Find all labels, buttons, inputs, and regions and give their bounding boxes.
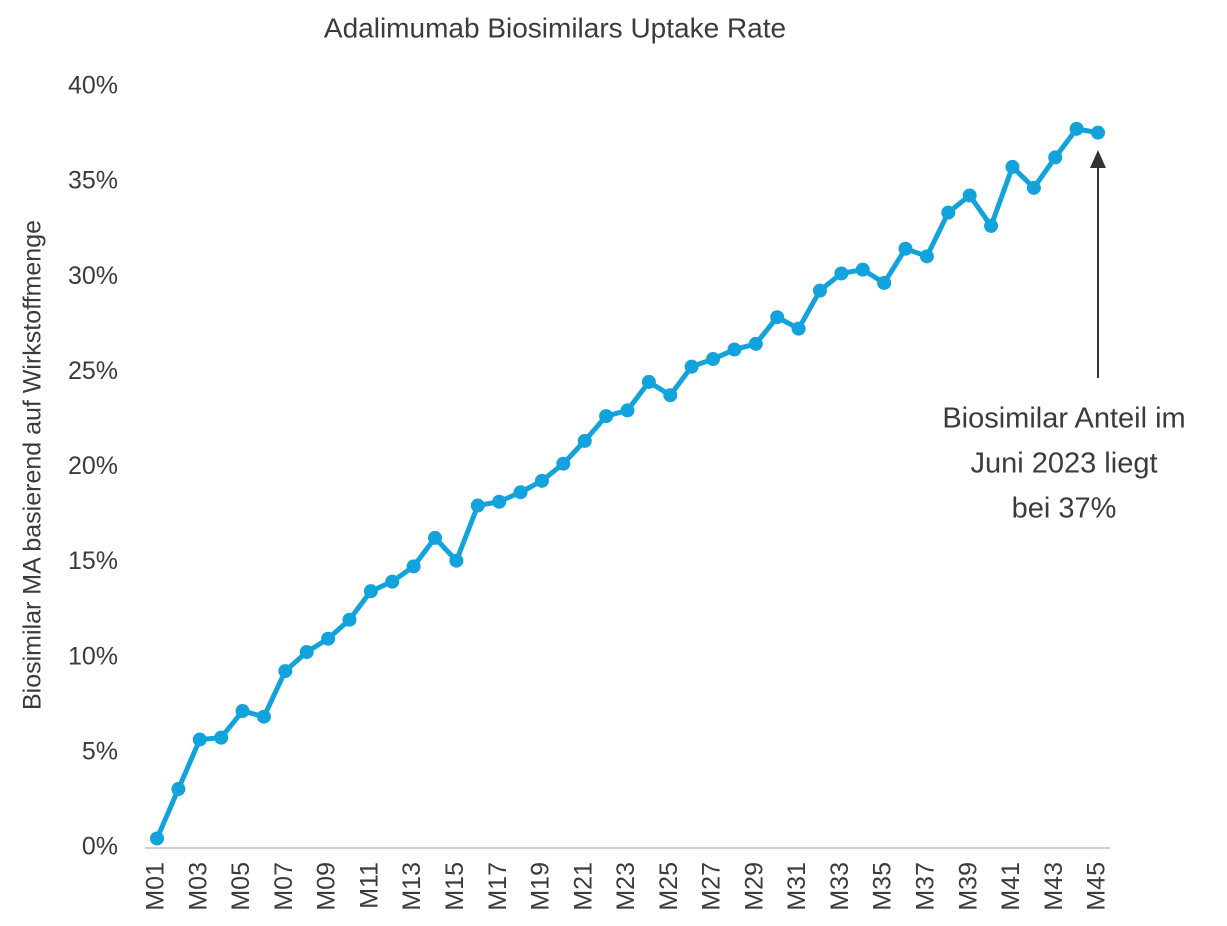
x-tick-label: M23 <box>612 862 640 911</box>
y-tick-label: 0% <box>82 833 118 861</box>
data-point <box>406 559 421 574</box>
data-point <box>599 409 614 424</box>
x-tick-label: M15 <box>441 862 469 911</box>
data-point <box>342 612 357 627</box>
x-tick-label: M41 <box>997 862 1025 911</box>
data-point <box>962 188 977 203</box>
data-point <box>428 530 443 545</box>
data-point <box>1005 159 1020 174</box>
annotation-text: bei 37% <box>1012 493 1117 525</box>
x-tick-label: M01 <box>142 862 170 911</box>
x-tick-label: M07 <box>270 862 298 911</box>
y-tick-label: 15% <box>68 547 118 575</box>
data-point <box>941 205 956 220</box>
annotation-text: Biosimilar Anteil im <box>942 403 1185 435</box>
data-point <box>214 730 229 745</box>
data-line <box>154 126 1099 840</box>
data-point <box>663 388 678 403</box>
x-tick-label: M33 <box>826 862 854 911</box>
data-point <box>171 782 186 797</box>
x-tick-label: M27 <box>698 862 726 911</box>
x-tick-label: M11 <box>355 862 383 909</box>
data-point <box>727 342 742 357</box>
data-point <box>150 831 164 846</box>
x-tick-label: M39 <box>954 862 982 911</box>
data-point <box>192 732 207 747</box>
data-point <box>321 631 336 646</box>
data-point <box>791 321 806 336</box>
x-tick-label: M29 <box>740 862 768 911</box>
y-tick-label: 10% <box>68 642 118 670</box>
data-point <box>363 584 378 599</box>
x-tick-label: M19 <box>527 862 555 911</box>
y-tick-label: 25% <box>68 357 118 385</box>
y-axis-label: Biosimilar MA basierend auf Wirkstoffmen… <box>19 220 47 710</box>
data-point <box>577 433 592 448</box>
data-point <box>1091 125 1105 140</box>
x-tick-label: M17 <box>484 862 512 911</box>
data-point <box>812 283 827 298</box>
y-tick-label: 35% <box>68 167 118 195</box>
x-tick-label: M35 <box>869 862 897 911</box>
data-point <box>919 249 934 264</box>
data-point <box>877 275 892 290</box>
data-point <box>256 709 271 724</box>
y-tick-label: 40% <box>68 72 118 100</box>
x-tick-label: M37 <box>912 862 940 911</box>
data-point <box>492 494 507 509</box>
data-point <box>620 403 635 418</box>
data-point <box>1048 150 1063 165</box>
data-point <box>641 374 656 389</box>
data-point <box>898 241 913 256</box>
x-tick-label: M21 <box>569 862 597 911</box>
x-tick-label: M05 <box>227 862 255 911</box>
annotation-text: Juni 2023 liegt <box>970 448 1157 480</box>
data-point <box>470 498 485 513</box>
data-point <box>1026 180 1041 195</box>
x-tick-label: M03 <box>184 862 212 911</box>
data-point <box>534 473 549 488</box>
data-point <box>770 310 785 325</box>
y-tick-label: 20% <box>68 452 118 480</box>
data-point <box>385 574 400 589</box>
data-point <box>278 664 293 679</box>
x-tick-label: M43 <box>1040 862 1068 911</box>
data-point <box>235 704 250 719</box>
data-point <box>748 336 763 351</box>
data-point <box>984 218 999 233</box>
x-tick-label: M09 <box>313 862 341 911</box>
data-point <box>299 645 314 660</box>
chart-title: Adalimumab Biosimilars Uptake Rate <box>324 12 786 43</box>
x-tick-label: M13 <box>398 862 426 911</box>
data-point <box>449 553 464 568</box>
data-point <box>855 262 870 277</box>
data-point <box>513 485 528 500</box>
y-tick-label: 5% <box>82 737 118 765</box>
x-tick-label: M25 <box>655 862 683 911</box>
data-point <box>684 359 699 374</box>
x-tick-label: M31 <box>783 862 811 911</box>
y-tick-label: 30% <box>68 262 118 290</box>
data-point <box>556 456 571 471</box>
data-point <box>834 266 849 281</box>
data-point <box>706 352 721 367</box>
data-point <box>1069 121 1084 136</box>
x-tick-label: M45 <box>1083 862 1111 911</box>
